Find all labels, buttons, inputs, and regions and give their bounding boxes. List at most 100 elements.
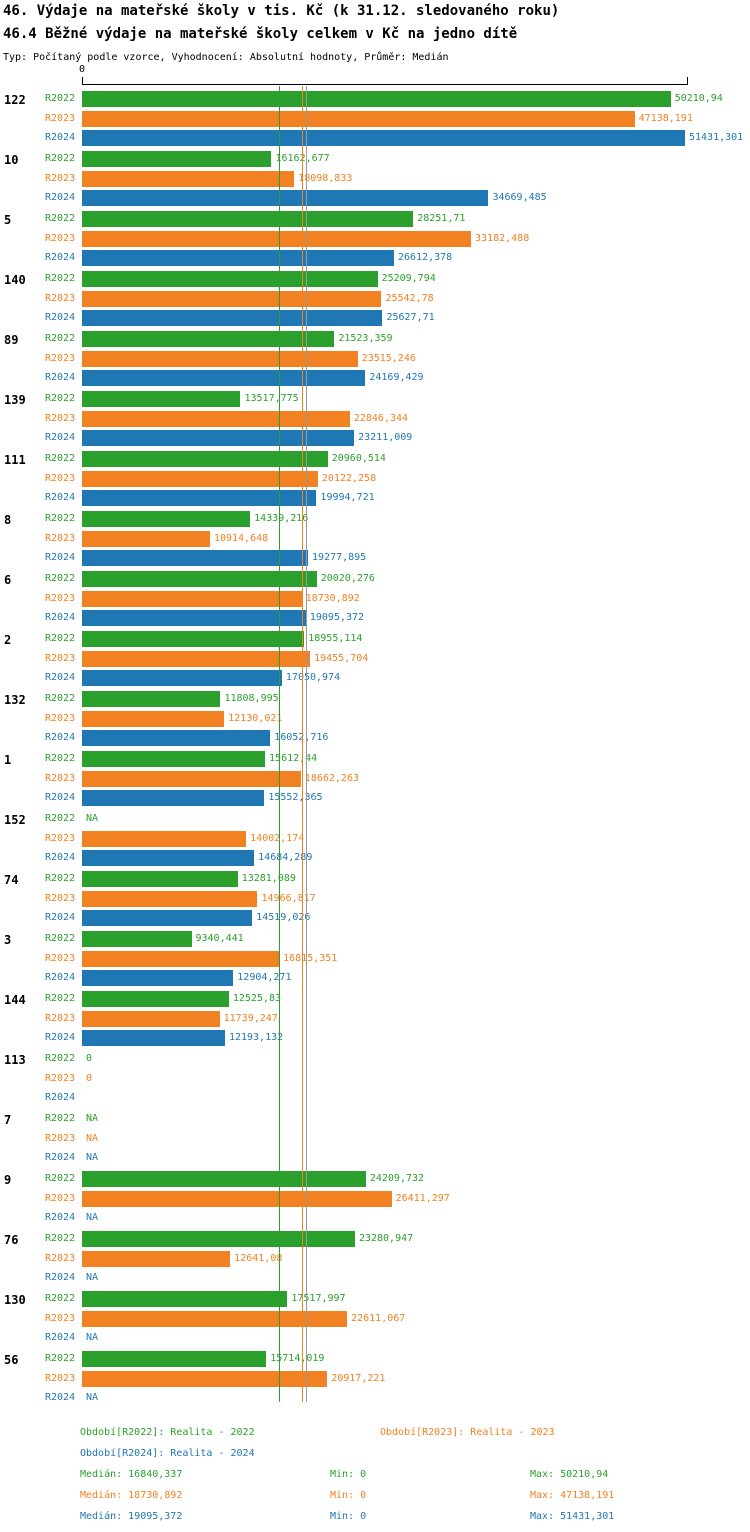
value-bar xyxy=(82,1190,392,1207)
series-row-label: R2023 xyxy=(45,472,76,484)
series-row-label: R2022 xyxy=(45,813,76,824)
series-row-label: R2022 xyxy=(45,1293,76,1304)
axis-tick xyxy=(687,77,688,85)
value-label: 22846,344 xyxy=(353,412,409,424)
series-row-label: R2023 xyxy=(45,1072,76,1084)
value-bar xyxy=(82,331,335,347)
series-row-label: R2024 xyxy=(45,1272,76,1283)
axis-tick xyxy=(82,77,83,85)
value-label: 23280,947 xyxy=(358,1233,414,1244)
series-row-label: R2022 xyxy=(45,213,76,224)
value-bar xyxy=(82,730,271,746)
value-bar xyxy=(82,530,210,547)
value-bar xyxy=(82,610,306,626)
series-row-label: R2023 xyxy=(45,592,76,604)
value-bar xyxy=(82,871,238,887)
legend-r2022: Období[R2022]: Realita - 2022 xyxy=(80,1427,255,1438)
series-row-label: R2023 xyxy=(45,292,76,304)
group-id-label: 9 xyxy=(4,1173,12,1187)
value-label: 16052,716 xyxy=(274,732,329,743)
series-row-label: R2024 xyxy=(45,372,76,383)
series-row-label: R2024 xyxy=(45,1332,76,1343)
value-bar xyxy=(82,631,305,647)
series-row-label: R2024 xyxy=(45,492,76,503)
value-bar xyxy=(82,1291,288,1307)
value-bar xyxy=(82,370,366,386)
legend-r2023: Období[R2023]: Realita - 2023 xyxy=(380,1427,555,1438)
value-label: 17050,974 xyxy=(285,672,341,683)
value-label: 24169,429 xyxy=(369,372,424,383)
value-label: 23515,246 xyxy=(361,352,416,364)
series-row-label: R2024 xyxy=(45,192,76,203)
value-bar xyxy=(82,550,309,566)
chart-meta-line: Typ: Počítaný podle vzorce, Vyhodnocení:… xyxy=(3,52,449,63)
value-bar xyxy=(82,970,234,986)
value-bar xyxy=(82,1310,348,1327)
value-bar xyxy=(82,451,328,467)
series-row-label: R2023 xyxy=(45,172,76,184)
value-bar xyxy=(82,170,295,187)
series-row-label: R2022 xyxy=(45,1353,76,1364)
value-bar xyxy=(82,511,251,527)
value-bar xyxy=(82,950,280,967)
value-label: 34669,485 xyxy=(492,192,547,203)
legend-r2024: Období[R2024]: Realita - 2024 xyxy=(80,1448,255,1459)
value-label: NA xyxy=(86,813,99,824)
series-row-label: R2023 xyxy=(45,1372,76,1384)
series-row-label: R2022 xyxy=(45,153,76,164)
value-bar xyxy=(82,211,414,227)
group-id-label: 113 xyxy=(4,1053,26,1067)
value-bar xyxy=(82,910,253,926)
value-label: 51431,301 xyxy=(689,132,744,143)
series-row-label: R2024 xyxy=(45,912,76,923)
value-bar xyxy=(82,691,221,707)
value-bar xyxy=(82,1370,328,1387)
series-row-label: R2022 xyxy=(45,453,76,464)
value-bar xyxy=(82,430,355,446)
series-row-label: R2022 xyxy=(45,873,76,884)
group-id-label: 10 xyxy=(4,153,19,167)
value-label: 9340,441 xyxy=(195,933,244,944)
value-label: 25209,794 xyxy=(381,273,436,284)
stat-median-r2022: Medián: 16840,337 xyxy=(80,1469,183,1480)
value-label: NA xyxy=(86,1272,99,1283)
group-id-label: 139 xyxy=(4,393,26,407)
value-bar xyxy=(82,1231,355,1247)
value-label: 13517,775 xyxy=(244,393,299,404)
series-row-label: R2023 xyxy=(45,232,76,244)
value-label: 14684,289 xyxy=(258,852,313,863)
series-row-label: R2024 xyxy=(45,252,76,263)
series-row-label: R2022 xyxy=(45,573,76,584)
value-label: 19277,895 xyxy=(312,552,367,563)
series-row-label: R2022 xyxy=(45,1053,76,1064)
series-row-label: R2024 xyxy=(45,432,76,443)
value-label: 24209,732 xyxy=(369,1173,425,1184)
series-row-label: R2024 xyxy=(45,732,76,743)
value-label: 0 xyxy=(86,1072,93,1084)
value-bar xyxy=(82,571,317,587)
value-bar xyxy=(82,751,266,767)
group-id-label: 111 xyxy=(4,453,26,467)
series-row-label: R2024 xyxy=(45,552,76,563)
series-row-label: R2022 xyxy=(45,993,76,1004)
series-row-label: R2024 xyxy=(45,852,76,863)
series-row-label: R2022 xyxy=(45,693,76,704)
value-label: 0 xyxy=(86,1053,93,1064)
value-bar xyxy=(82,271,378,287)
series-row-label: R2023 xyxy=(45,532,76,544)
value-bar xyxy=(82,310,383,326)
group-id-label: 7 xyxy=(4,1113,12,1127)
group-id-label: 6 xyxy=(4,573,12,587)
value-label: 23211,009 xyxy=(358,432,413,443)
value-bar xyxy=(82,350,358,367)
stat-max-r2024: Max: 51431,301 xyxy=(530,1511,615,1522)
series-row-label: R2022 xyxy=(45,273,76,284)
value-bar xyxy=(82,1010,220,1027)
value-bar xyxy=(82,470,318,487)
value-bar xyxy=(82,710,225,727)
group-id-label: 132 xyxy=(4,693,26,707)
value-bar xyxy=(82,490,317,506)
series-row-label: R2024 xyxy=(45,792,76,803)
group-id-label: 130 xyxy=(4,1293,26,1307)
value-label: 10914,648 xyxy=(213,532,269,544)
